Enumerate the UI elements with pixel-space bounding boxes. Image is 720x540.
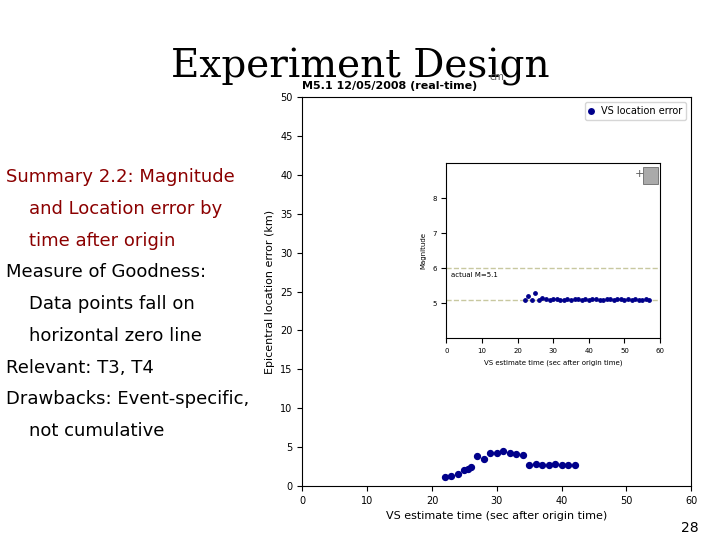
Point <box>644 295 655 304</box>
Point <box>523 461 535 469</box>
Point <box>622 295 634 303</box>
Point <box>569 461 580 469</box>
Point <box>551 295 562 303</box>
Point <box>536 461 548 469</box>
Point <box>439 472 451 481</box>
Point <box>523 292 534 301</box>
Text: actual M=5.1: actual M=5.1 <box>451 272 498 278</box>
Point <box>640 295 652 303</box>
Text: and Location error by: and Location error by <box>6 200 222 218</box>
Point <box>556 461 567 469</box>
Point <box>565 295 577 304</box>
Point <box>526 295 538 304</box>
Text: 28: 28 <box>681 521 698 535</box>
Point <box>549 460 561 469</box>
Point <box>562 461 574 469</box>
Point <box>452 470 464 478</box>
Text: Measure of Goodness:: Measure of Goodness: <box>6 264 206 281</box>
Text: SOUTHERN  CALIFORNIA  EARTHQUAKE  CENTER: SOUTHERN CALIFORNIA EARTHQUAKE CENTER <box>253 20 467 29</box>
Point <box>633 295 644 304</box>
Point <box>605 295 616 303</box>
Point <box>608 295 619 304</box>
Legend: VS location error: VS location error <box>585 102 686 120</box>
Text: cm: cm <box>490 72 504 82</box>
X-axis label: VS estimate time (sec after origin time): VS estimate time (sec after origin time) <box>484 360 622 366</box>
Point <box>583 295 595 304</box>
Point <box>491 449 503 458</box>
Point <box>504 448 516 457</box>
Point <box>510 450 522 458</box>
Text: +: + <box>634 170 644 179</box>
Point <box>601 295 613 303</box>
Point <box>465 462 477 471</box>
Point <box>530 288 541 297</box>
Text: Drawbacks: Event-specific,: Drawbacks: Event-specific, <box>6 390 249 408</box>
Point <box>562 295 573 303</box>
Point <box>544 295 555 304</box>
Point <box>517 450 528 459</box>
Point <box>472 452 483 461</box>
Y-axis label: Epicentral location error (km): Epicentral location error (km) <box>265 210 274 374</box>
Point <box>576 295 588 304</box>
Point <box>462 464 474 473</box>
Point <box>554 295 566 304</box>
Point <box>485 448 496 457</box>
Point <box>594 295 606 304</box>
Point <box>569 295 580 303</box>
X-axis label: VS estimate time (sec after origin time): VS estimate time (sec after origin time) <box>386 511 608 521</box>
Text: not cumulative: not cumulative <box>6 422 164 440</box>
Point <box>534 295 545 304</box>
Point <box>459 466 470 475</box>
Text: time after origin: time after origin <box>6 232 176 249</box>
Point <box>543 461 554 469</box>
Point <box>629 295 641 303</box>
Text: horizontal zero line: horizontal zero line <box>6 327 202 345</box>
Point <box>611 295 623 303</box>
Point <box>580 295 591 303</box>
Point <box>498 447 509 455</box>
Point <box>572 295 584 303</box>
Text: M5.1 12/05/2008 (real-time): M5.1 12/05/2008 (real-time) <box>302 81 477 91</box>
Point <box>530 460 541 469</box>
Point <box>626 295 637 304</box>
Text: Summary 2.2: Magnitude: Summary 2.2: Magnitude <box>6 168 235 186</box>
Point <box>478 455 490 463</box>
Point <box>590 295 602 303</box>
Text: Data points fall on: Data points fall on <box>6 295 195 313</box>
Text: Relevant: T3, T4: Relevant: T3, T4 <box>6 359 154 376</box>
Point <box>636 295 648 304</box>
Point <box>598 295 609 304</box>
Point <box>587 295 598 303</box>
Point <box>558 295 570 304</box>
Point <box>446 471 457 480</box>
Point <box>618 295 630 304</box>
Point <box>615 295 626 303</box>
Point <box>540 295 552 303</box>
Point <box>519 295 531 304</box>
Point <box>536 294 548 302</box>
Y-axis label: Magnitude: Magnitude <box>420 232 426 269</box>
FancyBboxPatch shape <box>643 167 658 184</box>
Text: Experiment Design: Experiment Design <box>171 49 549 86</box>
Point <box>547 295 559 303</box>
